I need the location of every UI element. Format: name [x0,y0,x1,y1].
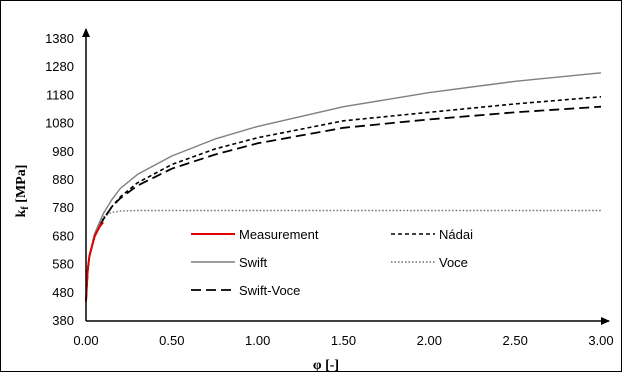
y-tick-label: 1180 [46,87,74,102]
y-axis-title-sub: f [20,206,31,210]
y-tick-label: 880 [52,172,74,187]
y-tick-label: 980 [52,144,74,159]
legend: Measurement Nádai Swift Voce Swift-Voce [191,227,473,298]
series-line-swift [85,72,602,302]
legend-label-voce: Voce [439,255,468,270]
legend-label-measurement: Measurement [239,227,319,242]
y-tick-label: 1380 [45,31,74,46]
y-axis-title: kf [MPa] [14,165,31,218]
y-axis-title-unit: [MPa] [14,165,29,207]
x-axis-title: φ [-] [313,358,339,371]
series-line-swift-voce [85,105,602,302]
y-tick-label: 580 [52,257,74,272]
x-tick-label: 2.00 [417,333,442,348]
y-tick-label: 480 [52,285,74,300]
y-tick-label: 780 [52,200,74,215]
y-tick-label: 1080 [45,116,74,131]
x-tick-labels: 0.00 0.50 1.00 1.50 2.00 2.50 3.00 [73,333,613,348]
x-tick-label: 0.00 [73,333,98,348]
y-tick-label: 380 [52,313,74,328]
legend-label-nadai: Nádai [439,227,473,242]
y-tick-label: 680 [52,228,74,243]
y-tick-label: 1280 [45,59,74,74]
legend-label-swift: Swift [239,255,268,270]
axes [82,28,610,325]
series-line-voce [85,209,601,302]
y-tick-labels: 380 480 580 680 780 880 980 1080 1180 1280 1380 [45,31,74,328]
x-tick-label: 3.00 [588,333,613,348]
series-line-measurement [85,221,104,302]
x-tick-label: 2.50 [503,333,528,348]
x-tick-label: 1.00 [245,333,270,348]
plot-area [85,72,602,302]
x-tick-label: 1.50 [331,333,356,348]
legend-label-swift-voce: Swift-Voce [239,283,300,298]
x-tick-label: 0.50 [159,333,184,348]
y-axis-title-main: k [14,209,29,217]
